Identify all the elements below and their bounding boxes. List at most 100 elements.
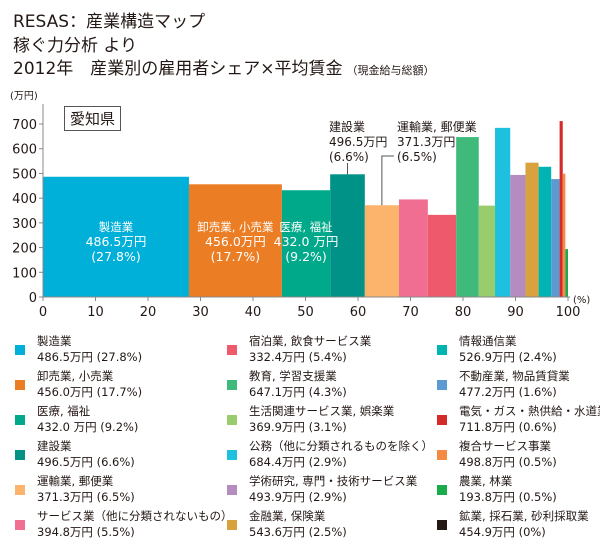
bar-inside-label: 卸売業, 小売業 (197, 220, 274, 234)
legend-name: 建設業 (37, 439, 72, 453)
legend-item: 医療, 福祉 432.0 万円 (9.2%) (15, 403, 215, 437)
legend-value: 684.4万円 (2.9%) (249, 455, 347, 469)
legend-name: 学術研究, 専門・技術サービス業 (249, 474, 418, 488)
legend-swatch (15, 450, 25, 460)
legend-swatch (15, 520, 25, 530)
bar (456, 137, 479, 297)
legend-item: 複合サービス事業 498.8万円 (0.5%) (437, 438, 600, 472)
legend-value: 477.2万円 (1.6%) (459, 385, 557, 399)
bar (495, 127, 511, 297)
x-tick-label: 90 (507, 305, 524, 320)
x-tick-label: 10 (87, 305, 104, 320)
x-tick-label: 50 (297, 305, 314, 320)
x-tick-label: 80 (455, 305, 472, 320)
legend-item: 建設業 496.5万円 (6.6%) (15, 438, 215, 472)
title-line-1: RESAS：産業構造マップ (13, 12, 206, 32)
legend-item: サービス業（他に分類されないもの） 394.8万円 (5.5%) (15, 508, 233, 542)
bar-inside-label: (17.7%) (211, 249, 260, 264)
legend-item: 運輸業, 郵便業 371.3万円 (6.5%) (15, 473, 215, 507)
legend-name: サービス業（他に分類されないもの） (37, 509, 233, 523)
bar (188, 184, 282, 297)
legend-item: 農業, 林業 193.8万円 (0.5%) (437, 473, 600, 507)
bar-callout-label: 371.3万円 (397, 135, 455, 149)
legend-value: 543.6万円 (2.5%) (249, 525, 347, 539)
legend-swatch (227, 415, 237, 425)
legend-item: 鉱業, 採石業, 砂利採取業 454.9万円 (0%) (437, 508, 600, 542)
chart-title: 2012年 産業別の雇用者シェア×平均賃金 (13, 59, 343, 79)
bar (281, 190, 331, 297)
bar (330, 174, 365, 297)
legend-name: 不動産業, 物品賃貸業 (459, 369, 570, 383)
bar-inside-label: 456.0万円 (205, 234, 266, 249)
legend-item: 電気・ガス・熱供給・水道業 711.8万円 (0.6%) (437, 403, 600, 437)
legend-value: 456.0万円 (17.7%) (37, 385, 143, 399)
bar-callout-label: (6.6%) (329, 150, 369, 164)
legend-item: 情報通信業 526.9万円 (2.4%) (437, 333, 600, 367)
bar (398, 199, 428, 297)
legend-swatch (437, 415, 447, 425)
legend-value: 647.1万円 (4.3%) (249, 385, 347, 399)
legend-value: 193.8万円 (0.5%) (459, 490, 557, 504)
legend-swatch (437, 450, 447, 460)
legend-swatch (437, 485, 447, 495)
y-tick-label: 400 (12, 192, 37, 207)
legend-name: 卸売業, 小売業 (37, 369, 114, 383)
legend-item: 公務（他に分類されるものを除く） 684.4万円 (2.9%) (227, 438, 433, 472)
bar-inside-label: (27.8%) (91, 249, 140, 264)
legend-value: 493.9万円 (2.9%) (249, 490, 347, 504)
legend-name: 運輸業, 郵便業 (37, 474, 114, 488)
bar (364, 205, 399, 297)
legend-value: 498.8万円 (0.5%) (459, 455, 557, 469)
bar-callout-label: 運輸業, 郵便業 (397, 119, 477, 134)
bar-callout-label: 建設業 (329, 119, 365, 134)
bar (525, 162, 539, 297)
x-tick-label: 60 (350, 305, 367, 320)
x-tick-label: 70 (402, 305, 419, 320)
legend-value: 369.9万円 (3.1%) (249, 420, 347, 434)
x-tick-label: 30 (192, 305, 209, 320)
bar-callout-label: (6.5%) (397, 150, 437, 164)
bar-inside-label: (9.2%) (285, 249, 327, 264)
region-label: 愛知県 (64, 106, 122, 131)
legend-swatch (15, 415, 25, 425)
legend-item: 教育, 学習支援業 647.1万円 (4.3%) (227, 368, 427, 402)
x-tick-label: 20 (140, 305, 157, 320)
bar-callout-label: 496.5万円 (329, 135, 387, 149)
bar-inside-label: 486.5万円 (86, 234, 147, 249)
legend-swatch (227, 485, 237, 495)
y-tick-label: 700 (12, 118, 37, 133)
bar (559, 121, 563, 298)
bar (538, 166, 552, 297)
y-tick-label: 100 (12, 266, 37, 281)
legend-value: 711.8万円 (0.6%) (459, 420, 557, 434)
y-tick-label: 500 (12, 167, 37, 182)
legend-name: 金融業, 保険業 (249, 509, 326, 523)
legend-swatch (437, 345, 447, 355)
bar (510, 174, 526, 297)
legend-swatch (15, 345, 25, 355)
title-line-2: 稼ぐ力分析 より (13, 36, 138, 56)
legend-value: 526.9万円 (2.4%) (459, 350, 557, 364)
chart-subtitle: （現金給与総額） (346, 64, 435, 77)
legend-value: 454.9万円 (0%) (459, 525, 546, 539)
x-tick-label: 0 (39, 305, 47, 320)
legend-value: 332.4万円 (5.4%) (249, 350, 347, 364)
bar-inside-label: 医療, 福祉 (279, 220, 333, 234)
legend-name: 医療, 福祉 (37, 404, 91, 418)
legend-item: 学術研究, 専門・技術サービス業 493.9万円 (2.9%) (227, 473, 427, 507)
legend-swatch (227, 520, 237, 530)
y-axis-label: (万円) (10, 91, 38, 102)
legend-name: 複合サービス事業 (459, 439, 551, 453)
bar (565, 249, 568, 297)
legend-value: 371.3万円 (6.5%) (37, 490, 135, 504)
bar (478, 205, 496, 297)
legend-name: 教育, 学習支援業 (249, 369, 337, 383)
y-tick-label: 200 (12, 242, 37, 257)
bar (562, 173, 566, 297)
legend-item: 金融業, 保険業 543.6万円 (2.5%) (227, 508, 427, 542)
legend-value: 486.5万円 (27.8%) (37, 350, 143, 364)
marimekko-chart: (万円) 0 100 200 300 400 500 600 700 0 10 20 30 40 50 60 7… (10, 91, 590, 320)
title-line-3: 2012年 産業別の雇用者シェア×平均賃金 （現金給与総額） (13, 59, 435, 81)
legend-item: 不動産業, 物品賃貸業 477.2万円 (1.6%) (437, 368, 600, 402)
x-tick-label: 100 (556, 305, 581, 320)
